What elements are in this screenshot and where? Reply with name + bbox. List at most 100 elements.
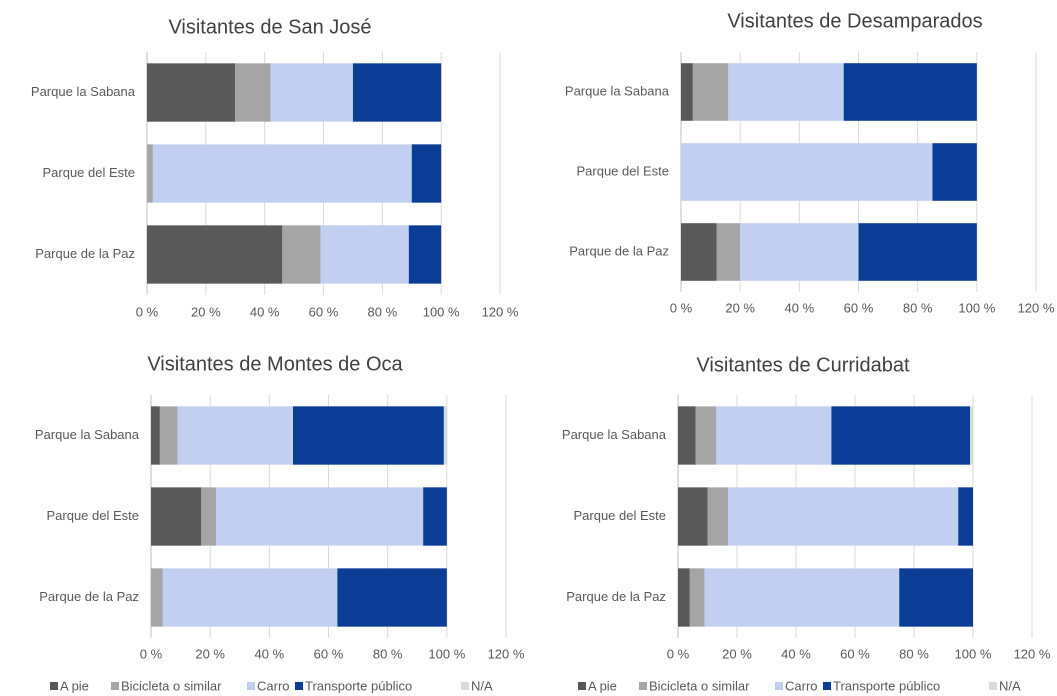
- bar-segment: [282, 225, 321, 284]
- bar-segment: [728, 487, 959, 546]
- bar-segment: [704, 568, 900, 627]
- x-tick-label: 100 %: [428, 646, 465, 661]
- bar-segment: [958, 487, 973, 546]
- category-label: Parque de la Paz: [35, 246, 135, 261]
- bar-segment: [932, 143, 977, 201]
- category-label: Parque la Sabana: [565, 83, 670, 98]
- bar-segment: [716, 406, 832, 465]
- legend-label: Bicicleta o similar: [649, 678, 750, 693]
- bar-segment: [689, 568, 705, 627]
- bar-segment: [151, 487, 202, 546]
- chart-title: Visitantes de San José: [168, 16, 371, 38]
- bar-segment: [858, 223, 977, 281]
- bar-segment: [843, 63, 977, 121]
- bar-segment: [831, 406, 971, 465]
- category-label: Parque la Sabana: [31, 84, 136, 99]
- category-label: Parque del Este: [573, 508, 666, 523]
- x-tick-label: 60 %: [840, 646, 870, 661]
- legend-swatch: [639, 682, 647, 690]
- bar-segment: [692, 63, 729, 121]
- x-tick-label: 0 %: [136, 304, 159, 319]
- x-tick-label: 100 %: [958, 300, 995, 315]
- legend-label: Transporte público: [833, 678, 940, 693]
- bar-segment: [201, 487, 217, 546]
- legend-swatch: [295, 682, 303, 690]
- legend-swatch: [578, 682, 586, 690]
- x-tick-label: 60 %: [314, 646, 344, 661]
- bar-segment: [337, 568, 447, 627]
- bar-segment: [678, 568, 690, 627]
- category-label: Parque la Sabana: [562, 427, 667, 442]
- x-tick-label: 80 %: [368, 304, 398, 319]
- bar-segment: [716, 223, 741, 281]
- x-tick-label: 120 %: [1014, 646, 1051, 661]
- bar-segment: [147, 144, 153, 203]
- bar-segment: [728, 63, 844, 121]
- bar-segment: [162, 568, 338, 627]
- chart-title: Visitantes de Curridabat: [696, 354, 910, 376]
- x-tick-label: 120 %: [482, 304, 519, 319]
- bar-segment: [151, 406, 160, 465]
- x-tick-label: 60 %: [309, 304, 339, 319]
- category-label: Parque del Este: [576, 163, 669, 178]
- x-tick-label: 0 %: [140, 646, 163, 661]
- bar-segment: [147, 63, 236, 122]
- x-tick-label: 40 %: [255, 646, 285, 661]
- legend-label: N/A: [471, 678, 493, 693]
- legend-label: A pie: [588, 678, 617, 693]
- bar-segment: [177, 406, 293, 465]
- bar-segment: [443, 406, 447, 465]
- bar-segment: [159, 406, 178, 465]
- legend-label: A pie: [60, 678, 89, 693]
- chart-title: Visitantes de Montes de Oca: [147, 353, 403, 375]
- bar-segment: [411, 144, 442, 203]
- x-tick-label: 60 %: [844, 300, 874, 315]
- bar-segment: [678, 406, 696, 465]
- x-tick-label: 20 %: [722, 646, 752, 661]
- bar-segment: [423, 487, 447, 546]
- bar-segment: [970, 406, 973, 465]
- legend-label: Carro: [257, 678, 290, 693]
- x-tick-label: 120 %: [1018, 300, 1055, 315]
- bar-segment: [352, 63, 442, 122]
- x-tick-label: 20 %: [195, 646, 225, 661]
- category-label: Parque del Este: [46, 508, 139, 523]
- x-tick-label: 20 %: [191, 304, 221, 319]
- x-tick-label: 80 %: [903, 300, 933, 315]
- legend-label: Bicicleta o similar: [121, 678, 222, 693]
- chart-title: Visitantes de Desamparados: [727, 10, 982, 32]
- bar-segment: [695, 406, 717, 465]
- bar-segment: [681, 143, 933, 201]
- legend-swatch: [247, 682, 255, 690]
- bar-segment: [216, 487, 424, 546]
- x-tick-label: 40 %: [785, 300, 815, 315]
- bar-segment: [740, 223, 859, 281]
- x-tick-label: 40 %: [250, 304, 280, 319]
- bar-segment: [707, 487, 729, 546]
- x-tick-label: 100 %: [423, 304, 460, 319]
- x-tick-label: 120 %: [488, 646, 525, 661]
- x-tick-label: 0 %: [670, 300, 693, 315]
- x-tick-label: 100 %: [955, 646, 992, 661]
- bar-segment: [681, 223, 717, 281]
- x-tick-label: 40 %: [781, 646, 811, 661]
- legend-swatch: [50, 682, 58, 690]
- bar-segment: [270, 63, 353, 122]
- legend-swatch: [111, 682, 119, 690]
- category-label: Parque la Sabana: [35, 427, 140, 442]
- legend-swatch: [461, 682, 469, 690]
- bar-segment: [899, 568, 973, 627]
- legend-swatch: [823, 682, 831, 690]
- bar-segment: [147, 225, 283, 284]
- category-label: Parque de la Paz: [566, 589, 666, 604]
- bar-segment: [152, 144, 412, 203]
- category-label: Parque de la Paz: [39, 589, 139, 604]
- x-tick-label: 80 %: [373, 646, 403, 661]
- bar-segment: [678, 487, 708, 546]
- bar-segment: [293, 406, 444, 465]
- legend-swatch: [989, 682, 997, 690]
- bar-segment: [408, 225, 442, 284]
- bar-segment: [320, 225, 409, 284]
- x-tick-label: 20 %: [725, 300, 755, 315]
